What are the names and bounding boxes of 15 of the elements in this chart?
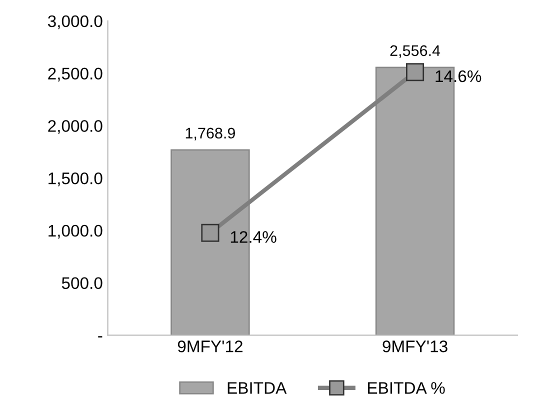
y-tick-label: 2,000.0	[48, 120, 102, 134]
data-label: 1,768.9	[186, 128, 235, 140]
y-tick-label: 3,000.0	[48, 15, 102, 30]
data-label: 2,556.4	[390, 45, 440, 58]
y-tick-label: 1,500.0	[48, 172, 102, 186]
data-label: 14.6%	[436, 70, 482, 82]
y-tick-label: 500.0	[62, 277, 102, 290]
legend-label: EBITDA	[228, 382, 287, 394]
x-tick-label: 9MFY'13	[382, 340, 448, 352]
legend-label: EBITDA %	[368, 382, 445, 394]
y-tick-label: 1,000.0	[48, 224, 102, 239]
y-tick-label: -	[98, 336, 102, 338]
x-tick-label: 9MFY'12	[178, 340, 242, 352]
y-tick-label: 2,500.0	[48, 68, 102, 82]
data-label: 12.4%	[230, 231, 276, 243]
